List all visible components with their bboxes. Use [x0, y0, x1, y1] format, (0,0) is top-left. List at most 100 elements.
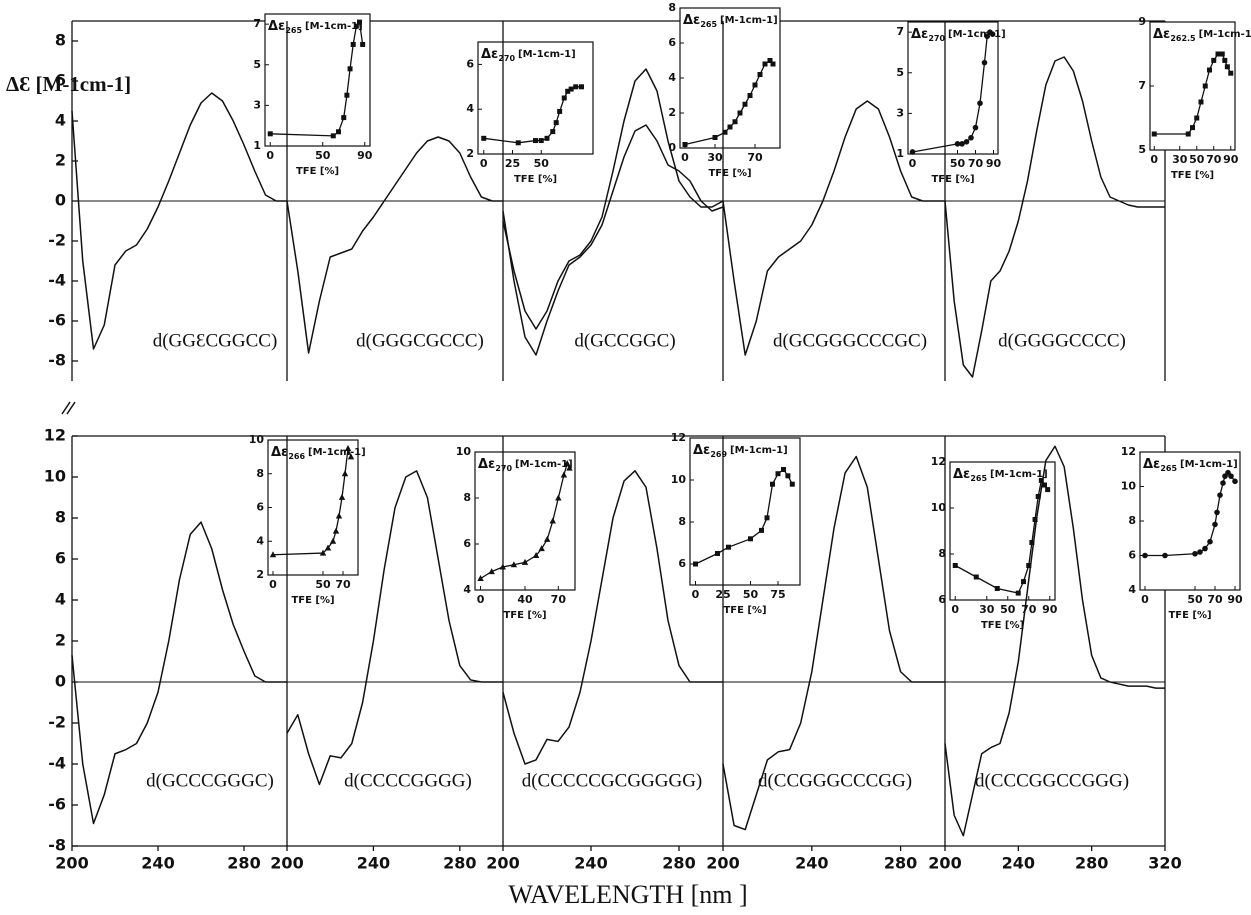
inset-point — [360, 41, 366, 47]
inset-x-label: TFE [%] — [1171, 170, 1214, 181]
inset-y-tick-label: 12 — [671, 431, 686, 444]
inset-point — [973, 574, 979, 580]
inset-point — [269, 551, 277, 558]
x-tick-label: 240 — [357, 854, 390, 873]
x-tick-label: 280 — [662, 854, 695, 873]
inset-y-tick-label: 6 — [1128, 549, 1136, 562]
inset-y-tick-label: 10 — [1121, 480, 1137, 493]
inset-point — [752, 82, 758, 88]
x-tick-label: 200 — [55, 854, 88, 873]
inset-y-tick-label: 2 — [256, 568, 264, 581]
inset-point — [781, 467, 786, 472]
inset-x-label: TFE [%] — [296, 166, 339, 177]
inset-y-tick-label: 6 — [938, 593, 946, 606]
inset-point — [981, 59, 988, 66]
inset-y-label-sub: 270 — [498, 54, 515, 63]
y-tick-label: -8 — [48, 836, 66, 855]
cd-curve — [502, 124, 724, 356]
inset-point — [319, 549, 327, 556]
panel-title: d(CCGGGCCCGG) — [758, 770, 912, 791]
x-tick-label: 200 — [928, 854, 961, 873]
inset-y-tick-label: 6 — [466, 57, 474, 70]
inset-x-tick-label: 75 — [770, 588, 785, 601]
cd-curve — [944, 445, 1165, 837]
inset-y-label: Δε269 [M-1cm-1] — [693, 443, 788, 459]
inset-y-label-sub: 270 — [928, 34, 945, 43]
inset-point — [959, 141, 965, 147]
inset-point — [332, 527, 340, 534]
inset-point — [481, 135, 487, 141]
inset-x-tick-label: 0 — [1141, 593, 1149, 606]
panel-title: d(GCGGGCCCGC) — [773, 330, 927, 351]
inset-y-tick-label: 5 — [896, 66, 904, 79]
inset-y-label-symbol: Δε — [911, 27, 928, 42]
cd-curve — [71, 521, 287, 825]
inset-point — [952, 563, 958, 568]
inset-point — [515, 140, 521, 146]
inset-point — [353, 23, 359, 29]
y-axis-label: ΔƐ [M-1cm-1] — [6, 72, 131, 96]
inset-y-label-symbol: Δε — [271, 445, 288, 460]
x-tick-label: 200 — [270, 854, 303, 873]
inset-point — [1202, 83, 1208, 89]
inset-frame — [1139, 451, 1241, 591]
inset-point — [1207, 538, 1213, 545]
inset-y-label: Δε270 [M-1cm-1] — [478, 457, 573, 473]
inset-point — [1222, 57, 1228, 63]
x-tick-label: 240 — [141, 854, 174, 873]
cd-curve — [71, 92, 287, 350]
inset-y-tick-label: 8 — [1128, 514, 1136, 527]
inset-y-label-sub: 262.5 — [1170, 34, 1196, 43]
inset-x-tick-label: 70 — [335, 578, 351, 591]
inset-point — [968, 134, 974, 141]
inset-y-tick-label: 10 — [671, 473, 687, 486]
x-tick-label: 200 — [486, 854, 519, 873]
inset-point — [533, 138, 538, 144]
inset-point — [1151, 131, 1157, 137]
inset-y-tick-label: 10 — [249, 433, 265, 446]
y-tick-label: 6 — [55, 549, 66, 568]
inset-y-label-sub: 265 — [970, 474, 987, 483]
y-tick-label: 8 — [55, 508, 66, 527]
inset-y-label-sub: 266 — [288, 452, 305, 461]
inset-y-tick-label: 9 — [1138, 15, 1146, 28]
inset-point — [350, 41, 356, 47]
inset-x-tick-label: 30 — [707, 151, 723, 164]
inset-point — [742, 101, 748, 107]
inset-x-tick-label: 70 — [1206, 153, 1222, 166]
inset-y-label-symbol: Δε — [683, 13, 700, 28]
inset-point — [549, 517, 556, 524]
inset-y-tick-label: 4 — [1128, 583, 1136, 596]
inset-x-label: TFE [%] — [723, 605, 766, 616]
inset-y-label-symbol: Δε — [1153, 27, 1170, 42]
inset-point — [909, 149, 916, 155]
inset-point — [977, 100, 983, 107]
inset-y-tick-label: 4 — [256, 534, 264, 547]
inset-point — [1162, 552, 1168, 559]
inset-point — [1224, 64, 1230, 70]
inset-x-tick-label: 0 — [951, 603, 959, 616]
inset-point — [1015, 590, 1021, 596]
inset-frame — [474, 451, 576, 591]
inset-x-label: TFE [%] — [981, 620, 1024, 631]
panel-title: d(GCCGGC) — [574, 330, 675, 351]
inset-y-label: Δε265 [M-1cm-1] — [268, 19, 363, 35]
x-tick-label: 240 — [795, 854, 828, 873]
inset-point — [324, 544, 332, 551]
inset-point — [344, 92, 350, 98]
inset-point — [726, 544, 731, 550]
inset-y-label-unit: [M-1cm-1] — [518, 49, 576, 60]
panel-title: d(CCCGGCCGGG) — [975, 770, 1129, 791]
inset-x-tick-label: 90 — [357, 149, 373, 162]
inset-y-label-unit: [M-1cm-1] — [1199, 29, 1251, 40]
inset-point — [553, 120, 559, 126]
inset-point — [1038, 477, 1044, 483]
inset-point — [488, 568, 495, 575]
x-tick-label: 280 — [1075, 854, 1108, 873]
inset-x-label: TFE [%] — [503, 610, 546, 621]
inset-point — [737, 110, 743, 116]
inset-y-label-unit: [M-1cm-1] — [720, 15, 778, 26]
inset-x-label: TFE [%] — [1168, 610, 1211, 621]
inset-point — [521, 558, 529, 565]
y-tick-label: -2 — [48, 231, 66, 250]
